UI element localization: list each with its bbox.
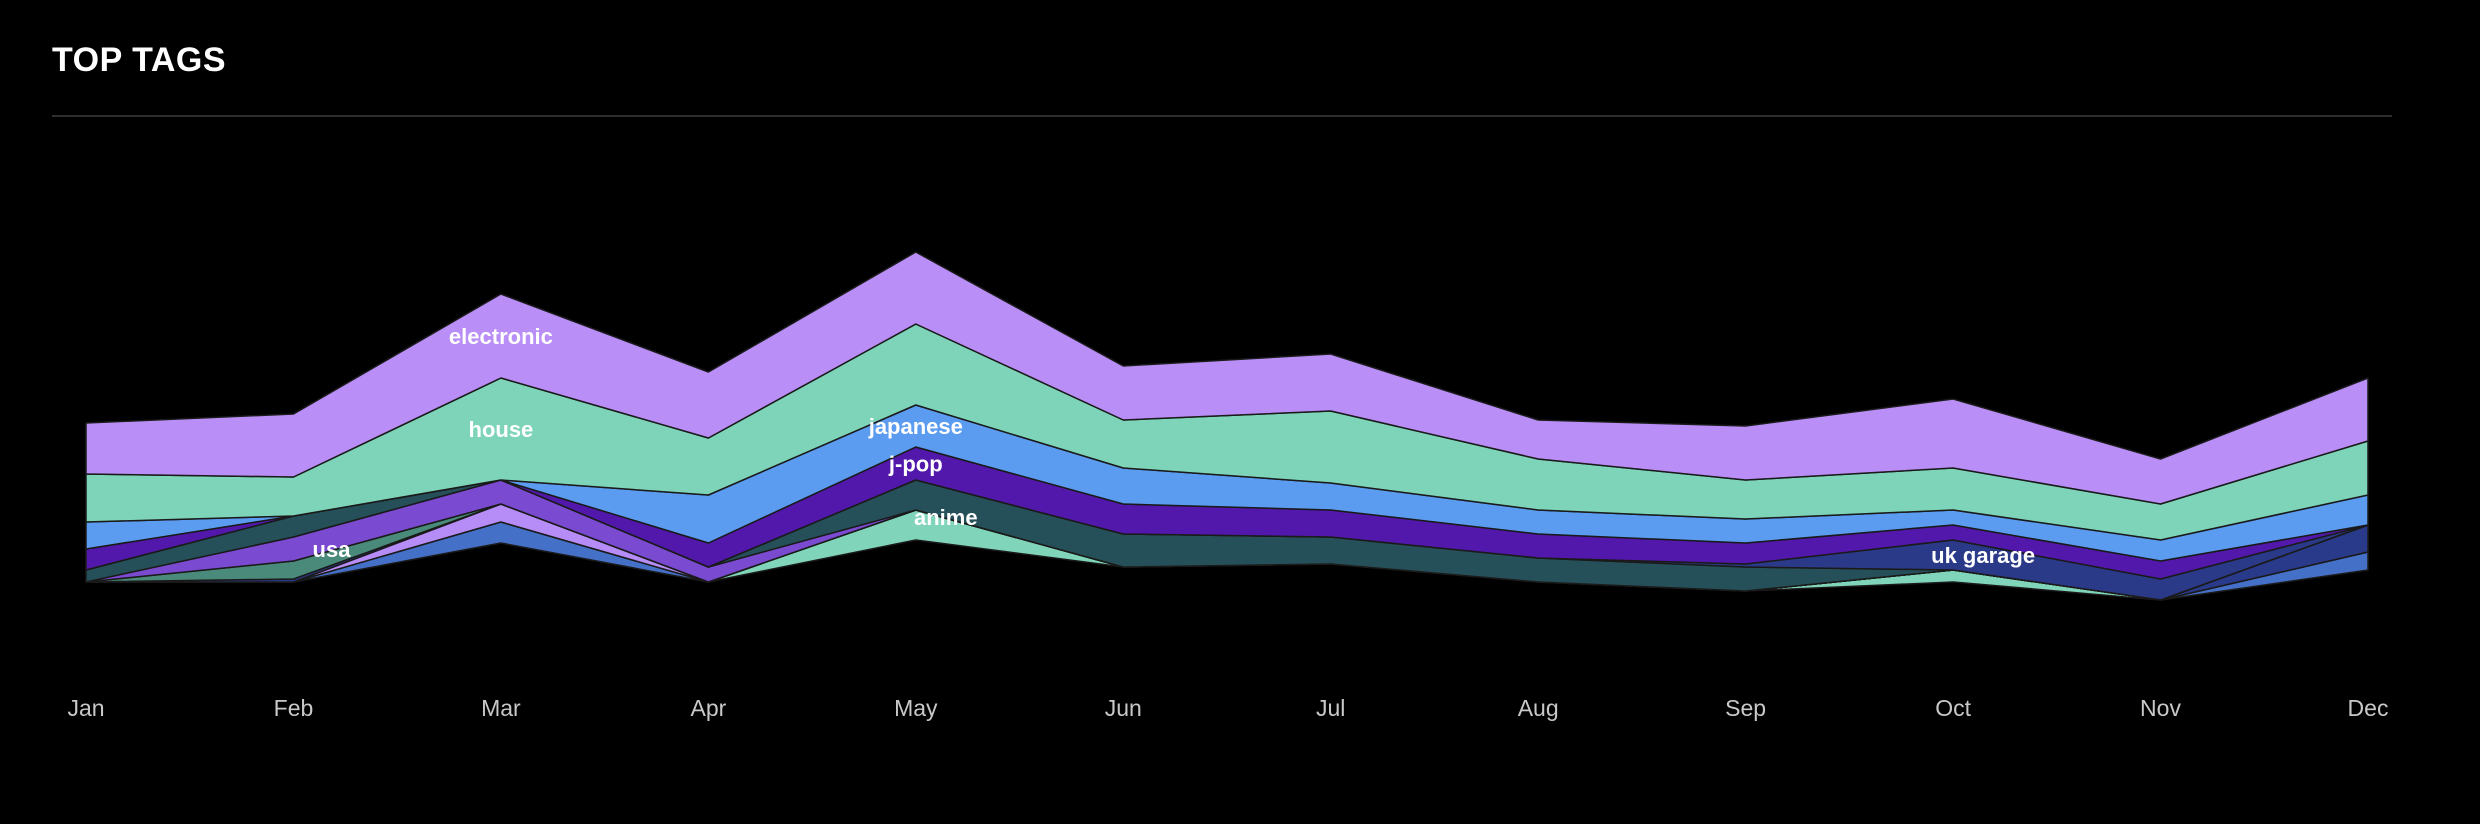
stream-label-japanese: japanese <box>868 414 963 439</box>
stream-labels: electronic house japanese usa uk garage j-pop… <box>313 324 2036 568</box>
stream-label-usa: usa <box>313 537 352 562</box>
stream-layers <box>85 251 2369 601</box>
x-axis: Jan Feb Mar Apr May Jun Jul Aug Sep Oct Nov Dec <box>67 695 2388 721</box>
x-tick-label-apr: Apr <box>691 695 727 721</box>
page-title: TOP TAGS <box>52 41 227 79</box>
x-tick-label-mar: Mar <box>481 695 521 721</box>
x-tick-label-aug: Aug <box>1518 695 1559 721</box>
x-tick-label-nov: Nov <box>2140 695 2181 721</box>
x-tick-label-may: May <box>894 695 938 721</box>
stream-layer-electronic <box>85 251 2369 505</box>
x-tick-label-jul: Jul <box>1316 695 1345 721</box>
x-tick-label-jun: Jun <box>1105 695 1142 721</box>
stream-label-electronic: electronic <box>449 324 553 349</box>
x-tick-label-feb: Feb <box>274 695 314 721</box>
stream-label-house: house <box>469 417 534 442</box>
stream-label-anime: anime <box>914 505 978 530</box>
x-tick-label-sep: Sep <box>1725 695 1766 721</box>
x-tick-label-jan: Jan <box>67 695 104 721</box>
x-tick-label-dec: Dec <box>2348 695 2389 721</box>
stream-label-uk-garage: uk garage <box>1931 543 2035 568</box>
title-divider <box>52 115 2392 117</box>
stream-label-j-pop: j-pop <box>888 452 943 477</box>
x-tick-label-oct: Oct <box>1935 695 1971 721</box>
